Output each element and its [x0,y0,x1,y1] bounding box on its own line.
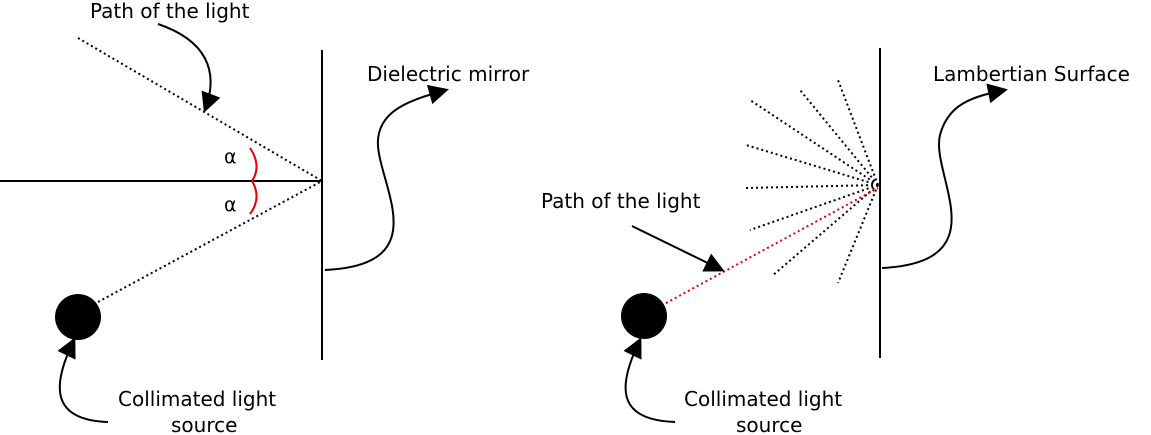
source-label-right-line2: source [736,413,802,435]
curved-arrow-icon [157,23,221,113]
source-label-left-line2: source [171,413,237,435]
scattered-ray [745,184,879,189]
angle-mark-reflected [249,180,258,215]
path-of-light-label-left: Path of the light [90,0,250,23]
scattered-ray [749,184,879,231]
scattered-ray [745,144,879,186]
diffuse-panel: Path of the light Lambertian Surface Col… [541,48,1130,435]
incident-ray [97,180,323,303]
curved-arrow-icon [623,337,676,423]
source-label-left-line1: Collimated light [118,387,276,411]
curved-arrow-icon [57,337,109,423]
specular-panel: α α Path of the light Dielectric mirror … [0,0,530,435]
scattered-ray [799,89,879,186]
light-source-dot-icon [621,293,667,339]
scattered-ray [771,184,879,277]
dielectric-mirror-label: Dielectric mirror [367,62,530,86]
scattered-ray [837,184,879,284]
angle-label-incident: α [224,146,237,168]
angle-mark-incident [249,147,258,182]
scattered-ray [749,99,879,186]
scattered-rays [745,79,879,284]
lambertian-surface-label: Lambertian Surface [933,62,1130,86]
reflected-ray [77,37,323,182]
angle-label-reflected: α [224,194,237,216]
straight-arrow-icon [631,225,725,272]
light-source-dot-icon [55,294,101,340]
emitted-ray [643,187,879,316]
scattered-ray [837,79,879,186]
curved-arrow-icon [881,83,1008,269]
curved-arrow-icon [324,84,449,271]
path-of-light-label-right: Path of the light [541,189,701,213]
source-label-right-line1: Collimated light [684,387,842,411]
